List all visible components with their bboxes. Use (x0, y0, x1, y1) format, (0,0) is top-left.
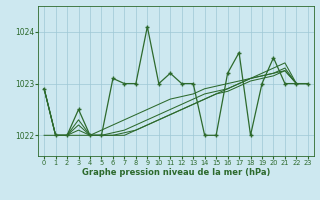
X-axis label: Graphe pression niveau de la mer (hPa): Graphe pression niveau de la mer (hPa) (82, 168, 270, 177)
